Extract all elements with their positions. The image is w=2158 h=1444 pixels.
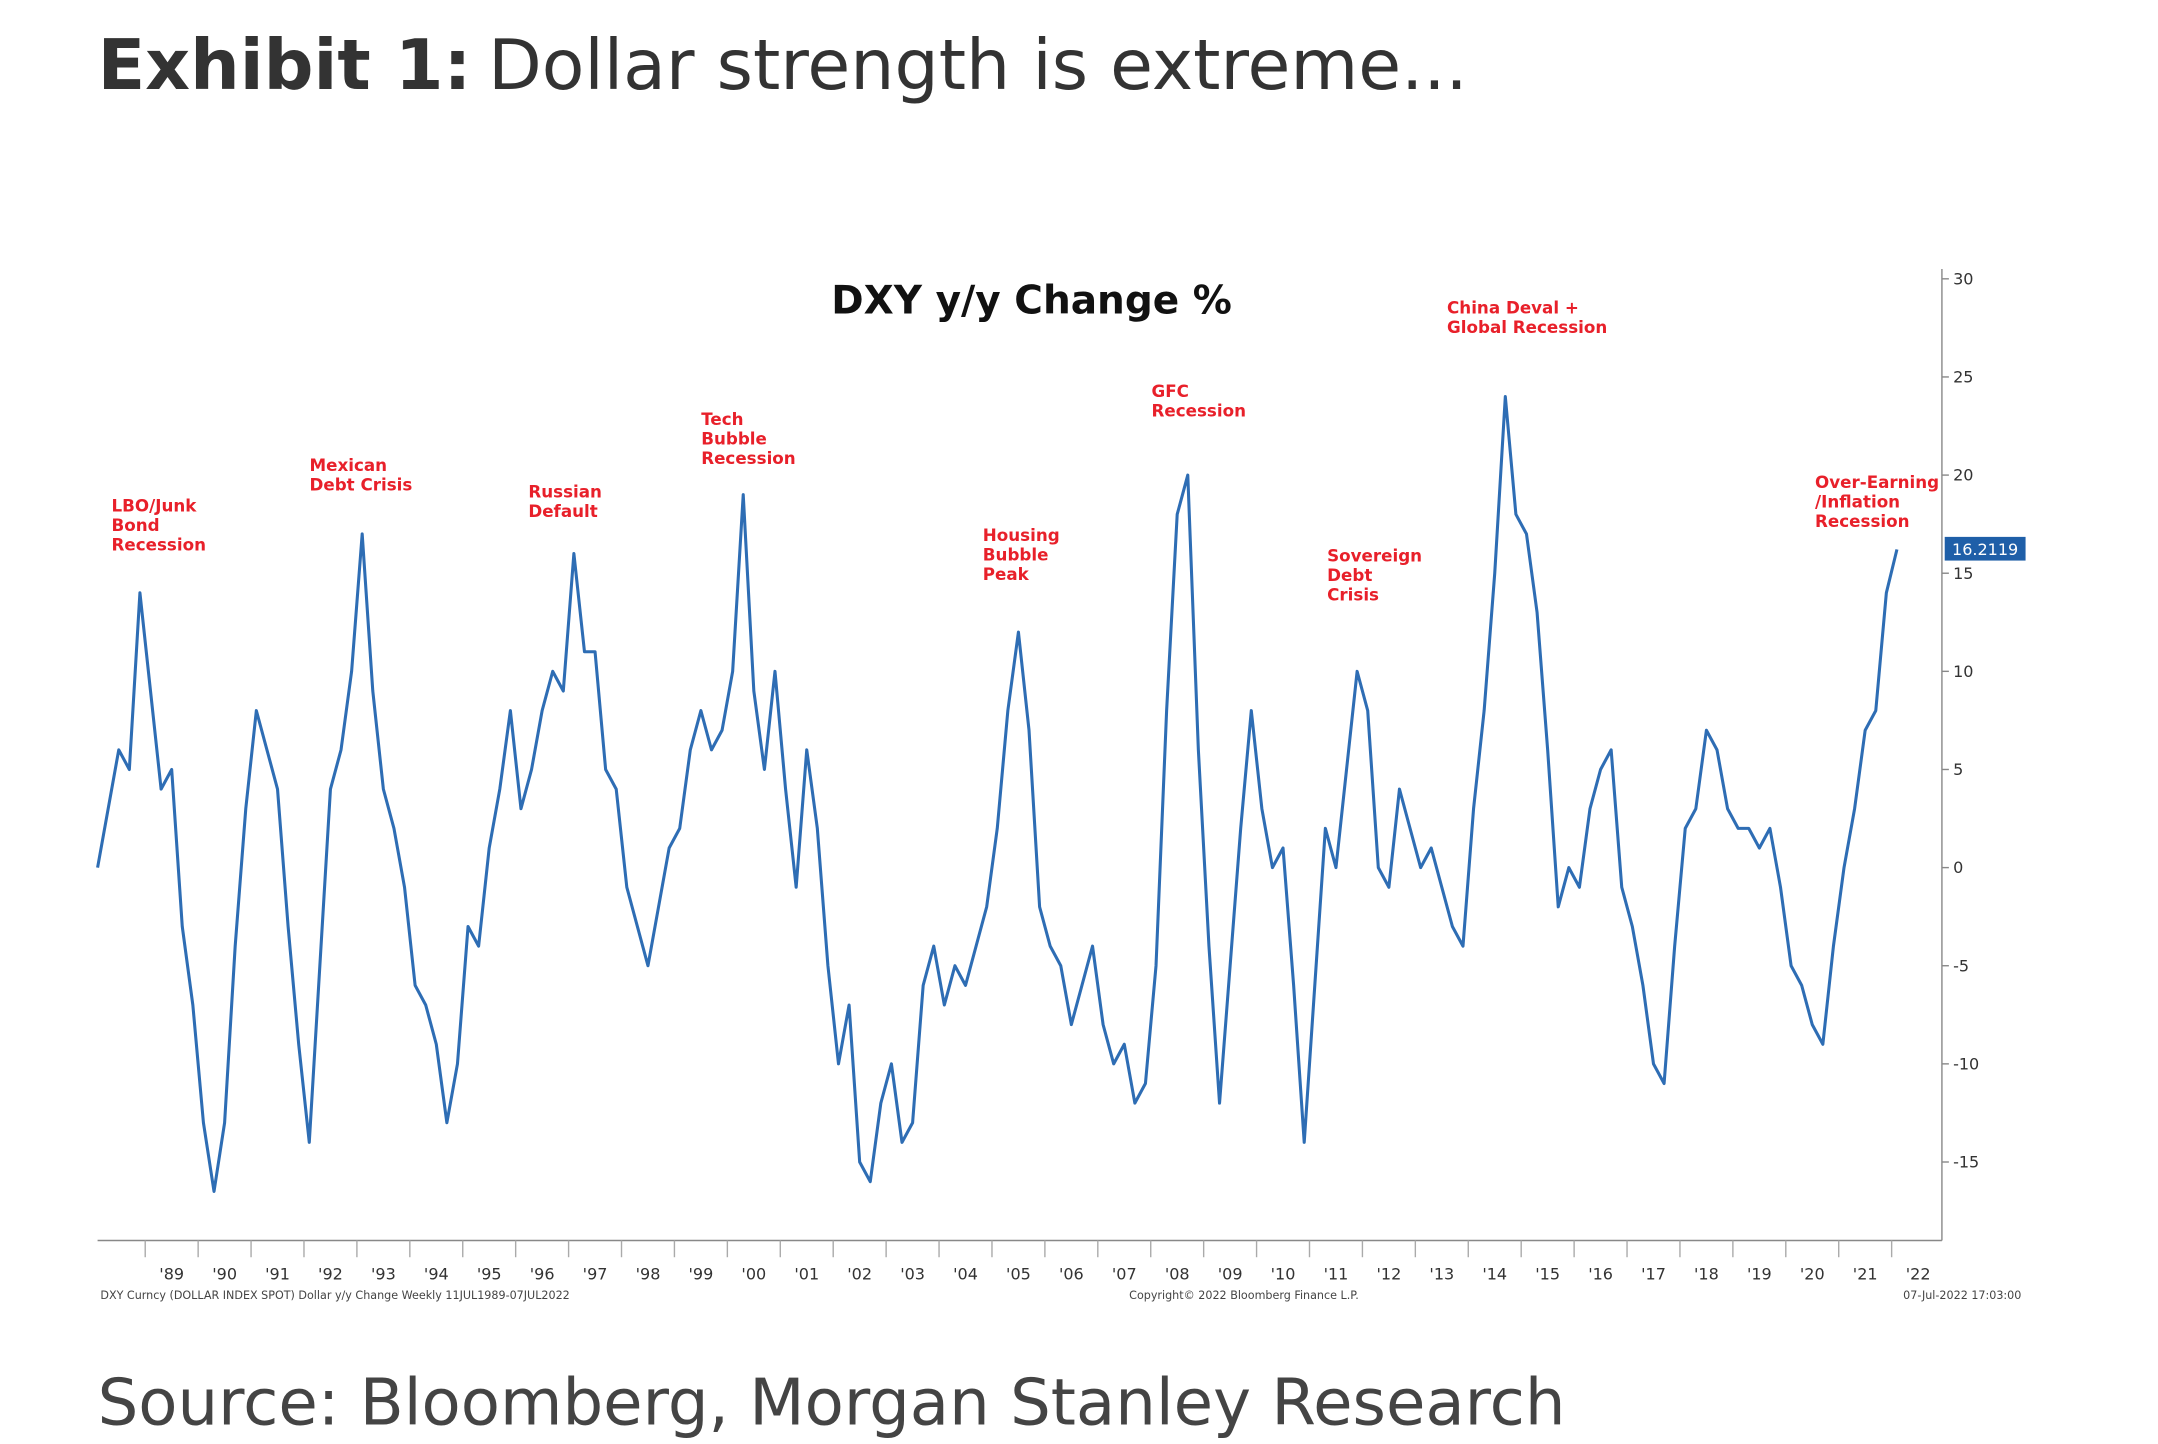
y-tick-label: -15 [1953,1153,1979,1172]
annotation: Russian [528,482,602,502]
x-tick-label: '04 [953,1265,978,1284]
annotation: GFC [1151,381,1188,401]
x-tick-label: '20 [1800,1265,1825,1284]
x-tick-label: '07 [1112,1265,1137,1284]
annotation: /Inflation [1815,491,1900,511]
x-tick-label: '93 [371,1265,396,1284]
exhibit-title: Dollar strength is extreme... [488,25,1468,106]
annotation: Recession [1151,401,1245,421]
last-value-badge [1944,536,2026,561]
exhibit-label: Exhibit 1: [98,25,472,106]
copyright: Copyright© 2022 Bloomberg Finance L.P. [1129,1289,1359,1302]
x-tick-label: '11 [1324,1265,1349,1284]
annotation: Peak [983,564,1030,584]
x-tick-label: '90 [212,1265,237,1284]
y-tick-label: 30 [1953,269,1973,288]
annotation: Bond [112,515,160,535]
y-tick-label: -5 [1953,956,1969,975]
x-tick-label: '97 [583,1265,608,1284]
annotation: Bubble [983,544,1049,564]
annotation: Recession [1815,511,1909,531]
exhibit-heading: Exhibit 1: Dollar strength is extreme... [98,25,1468,106]
x-tick-label: '16 [1588,1265,1613,1284]
annotation: LBO/Junk [112,496,198,516]
annotation: Housing [983,525,1060,545]
x-tick-label: '00 [741,1265,766,1284]
x-tick-label: '95 [477,1265,502,1284]
x-tick-label: '17 [1641,1265,1666,1284]
x-tick-label: '02 [847,1265,872,1284]
annotation: Crisis [1327,585,1379,605]
annotation: Mexican [309,455,387,475]
x-tick-label: '22 [1906,1265,1931,1284]
x-tick-label: '94 [424,1265,449,1284]
x-tick-label: '19 [1747,1265,1772,1284]
annotation: China Deval + [1447,298,1579,318]
x-tick-label: '96 [530,1265,555,1284]
footnote: DXY Curncy (DOLLAR INDEX SPOT) Dollar y/… [100,1289,569,1302]
annotation: Over-Earning [1815,472,1939,492]
x-tick-label: '99 [689,1265,714,1284]
annotation: Global Recession [1447,317,1607,337]
x-tick-label: '08 [1165,1265,1190,1284]
x-tick-label: '18 [1694,1265,1719,1284]
x-tick-label: '10 [1271,1265,1296,1284]
x-tick-label: '98 [636,1265,661,1284]
x-tick-label: '21 [1853,1265,1878,1284]
x-tick-label: '89 [159,1265,184,1284]
x-tick-label: '12 [1377,1265,1402,1284]
y-tick-label: 10 [1953,662,1973,681]
x-tick-label: '03 [900,1265,925,1284]
annotation: Sovereign [1327,546,1422,566]
x-tick-label: '01 [794,1265,819,1284]
y-tick-label: 25 [1953,368,1973,387]
annotation: Recession [112,535,206,555]
x-tick-label: '13 [1429,1265,1454,1284]
x-tick-label: '14 [1482,1265,1507,1284]
x-tick-label: '92 [318,1265,343,1284]
x-tick-label: '09 [1218,1265,1243,1284]
chart-title: DXY y/y Change % [831,279,1232,324]
x-tick-label: '91 [265,1265,290,1284]
annotation: Recession [701,448,795,468]
y-tick-label: -10 [1953,1054,1979,1073]
y-tick-label: 0 [1953,858,1963,877]
annotation: Debt Crisis [309,475,412,495]
last-value-label: 16.2119 [1952,540,2018,559]
x-tick-label: '15 [1535,1265,1560,1284]
timestamp: 07-Jul-2022 17:03:00 [1903,1289,2021,1302]
y-tick-label: 20 [1953,466,1973,485]
source: Source: Bloomberg, Morgan Stanley Resear… [98,1365,1566,1440]
line [96,395,1899,1193]
x-tick-label: '06 [1059,1265,1084,1284]
annotation: Tech [701,409,743,429]
annotation: Bubble [701,429,767,449]
annotation: Debt [1327,565,1372,585]
x-tick-label: '05 [1006,1265,1031,1284]
y-tick-label: 15 [1953,564,1973,583]
y-tick-label: 5 [1953,760,1963,779]
annotation: Default [528,501,597,521]
